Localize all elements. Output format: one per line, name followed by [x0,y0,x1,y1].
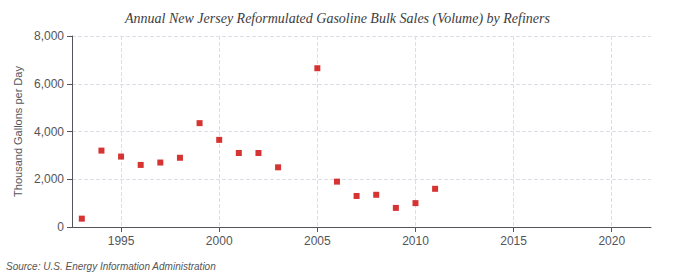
svg-text:1995: 1995 [108,234,135,248]
svg-text:2010: 2010 [402,234,429,248]
svg-text:2005: 2005 [304,234,331,248]
svg-text:8,000: 8,000 [34,29,64,43]
svg-text:Source: U.S. Energy Informatio: Source: U.S. Energy Information Administ… [6,261,216,272]
svg-text:2015: 2015 [500,234,527,248]
svg-text:Annual New Jersey Reformulated: Annual New Jersey Reformulated Gasoline … [124,11,551,27]
svg-text:2,000: 2,000 [34,172,64,186]
svg-text:2020: 2020 [598,234,625,248]
svg-text:6,000: 6,000 [34,77,64,91]
svg-text:Thousand Gallons per Day: Thousand Gallons per Day [12,66,24,197]
svg-text:0: 0 [57,220,64,234]
svg-text:4,000: 4,000 [34,125,64,139]
svg-text:2000: 2000 [206,234,233,248]
